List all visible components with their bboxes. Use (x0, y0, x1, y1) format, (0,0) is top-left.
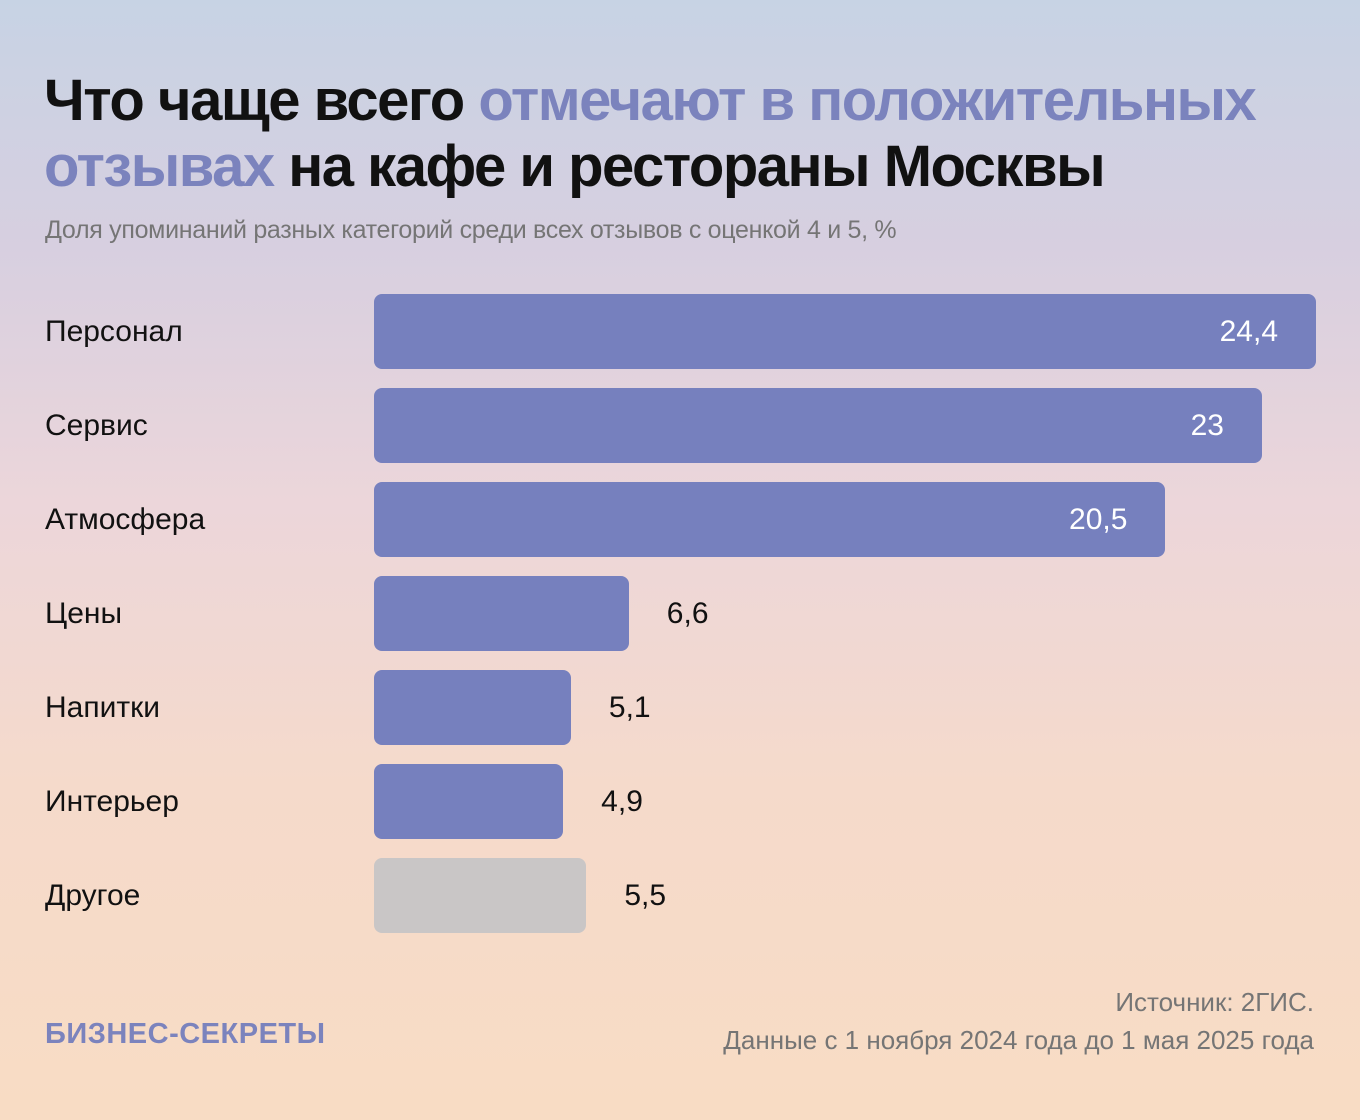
value-label: 4,9 (601, 784, 643, 818)
category-label: Напитки (45, 690, 160, 724)
value-label: 6,6 (666, 596, 709, 630)
chart-row: Персонал 24,4 (0, 294, 1360, 369)
chart-title: Что чаще всего отмечают в положительных … (44, 68, 1334, 200)
category-label: Атмосфера (45, 502, 206, 536)
bar (374, 858, 587, 933)
bar (374, 670, 571, 745)
value-label: 5,5 (624, 878, 667, 912)
value-label: 24,4 (1219, 314, 1278, 348)
chart-row: Другое 5,5 (0, 858, 1360, 933)
brand-logo: БИЗНЕС-СЕКРЕТЫ (45, 1018, 326, 1050)
category-label: Другое (45, 878, 141, 912)
title-accent: отмечают в положительных отзывах (44, 68, 1257, 199)
chart-row: Сервис 23 (0, 388, 1360, 463)
bar (374, 388, 1262, 463)
chart-row: Атмосфера 20,5 (0, 482, 1360, 557)
bar (374, 294, 1316, 369)
value-label: 20,5 (1069, 502, 1128, 536)
category-label: Сервис (45, 408, 148, 442)
chart-row: Цены 6,6 (0, 576, 1360, 651)
chart-row: Интерьер 4,9 (0, 764, 1360, 839)
value-label: 5,1 (608, 690, 651, 724)
category-label: Цены (45, 596, 123, 630)
period-text: Данные с 1 ноября 2024 года до 1 мая 202… (723, 1025, 1314, 1055)
bar (374, 576, 629, 651)
source-text: Источник: 2ГИС. (1115, 987, 1314, 1017)
category-label: Персонал (45, 314, 183, 348)
chart-subtitle: Доля упоминаний разных категорий среди в… (45, 216, 897, 244)
title-part-2: на кафе и рестораны Москвы (273, 134, 1105, 199)
source-note: Источник: 2ГИС. Данные с 1 ноября 2024 г… (723, 983, 1314, 1059)
bar (374, 764, 564, 839)
title-part-1: Что чаще всего (44, 68, 479, 133)
category-label: Интерьер (45, 784, 179, 818)
chart-row: Напитки 5,1 (0, 670, 1360, 745)
value-label: 23 (1190, 408, 1224, 442)
bar (374, 482, 1166, 557)
